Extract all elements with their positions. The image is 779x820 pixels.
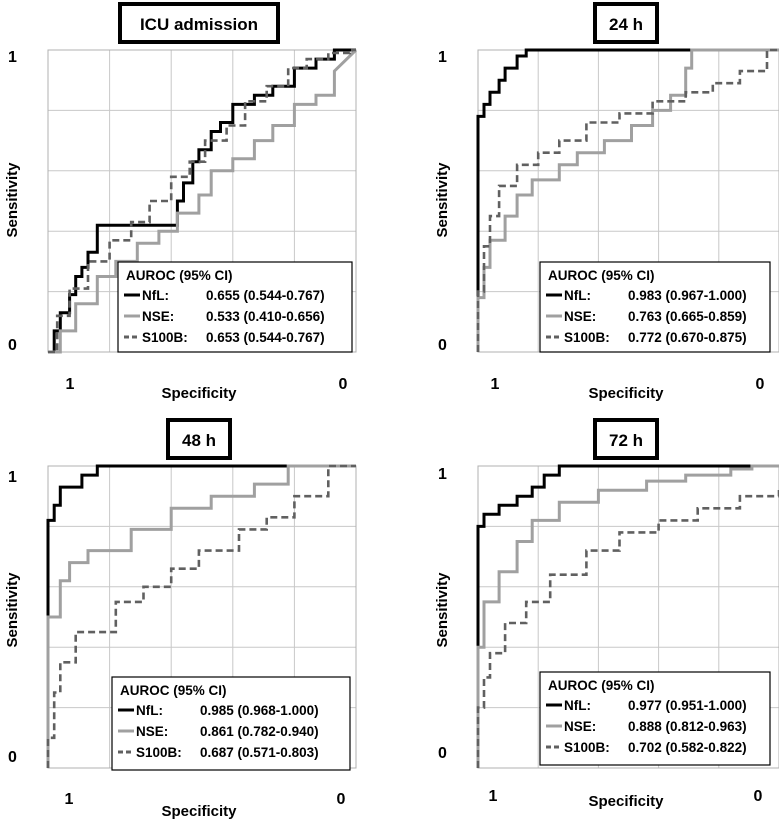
x-axis-label: Specificity xyxy=(161,803,237,820)
legend-frame xyxy=(539,261,771,353)
roc-curve-nfl xyxy=(476,48,779,352)
legend-label-s100b: S100B: xyxy=(142,330,188,345)
x-axis-label: Specificity xyxy=(588,385,664,402)
panel-title: 72 h xyxy=(609,431,643,450)
x-tick-label-0: 0 xyxy=(339,376,348,393)
title-frame xyxy=(118,2,280,44)
x-tick-label-0: 0 xyxy=(756,376,765,393)
x-tick-label-1: 1 xyxy=(66,376,75,393)
y-tick-label-1: 1 xyxy=(438,49,447,66)
legend-box: AUROC (95% CI) NfL: 0.983 (0.967-1.000) NSE… xyxy=(539,261,771,353)
roc-panel-2: 24 h 1 0 1 0 Specificity Sensitivity AUROC (95%… xyxy=(434,2,779,402)
panel-title: 24 h xyxy=(609,15,643,34)
x-tick-label-1: 1 xyxy=(65,791,74,808)
legend-value-s100b: 0.687 (0.571-0.803) xyxy=(200,745,319,760)
title-frame xyxy=(593,418,659,460)
legend-label-s100b: S100B: xyxy=(136,745,182,760)
legend-label-s100b: S100B: xyxy=(564,740,610,755)
legend-box: AUROC (95% CI) NfL: 0.655 (0.544-0.767) NSE… xyxy=(117,261,353,353)
legend-label-nse: NSE: xyxy=(142,309,174,324)
legend-value-nse: 0.533 (0.410-0.656) xyxy=(206,309,325,324)
legend-value-nse: 0.861 (0.782-0.940) xyxy=(200,724,319,739)
roc-curve-nse xyxy=(476,48,779,352)
y-tick-label-0: 0 xyxy=(8,749,17,766)
y-tick-label-1: 1 xyxy=(8,469,17,486)
y-axis-label: Sensitivity xyxy=(434,572,451,648)
roc-curve-s100b xyxy=(48,48,356,354)
roc-curve-nfl xyxy=(46,464,356,768)
x-tick-label-0: 0 xyxy=(754,788,763,805)
legend-label-nse: NSE: xyxy=(564,309,596,324)
legend-frame xyxy=(111,676,351,771)
roc-panel-1: ICU admission 1 0 1 0 Specificity Sensitivity A… xyxy=(4,2,358,402)
legend-title: AUROC (95% CI) xyxy=(548,678,655,693)
legend-value-nfl: 0.985 (0.968-1.000) xyxy=(200,703,319,718)
panel-title-box: 24 h xyxy=(593,2,659,44)
legend-box: AUROC (95% CI) NfL: 0.977 (0.951-1.000) NSE… xyxy=(539,671,771,766)
legend-value-nfl: 0.983 (0.967-1.000) xyxy=(628,288,747,303)
legend-title: AUROC (95% CI) xyxy=(126,268,233,283)
legend-label-nse: NSE: xyxy=(136,724,168,739)
legend-value-nse: 0.763 (0.665-0.859) xyxy=(628,309,747,324)
roc-curve-s100b xyxy=(476,48,779,352)
legend-value-s100b: 0.702 (0.582-0.822) xyxy=(628,740,747,755)
roc-curve-nse xyxy=(48,48,358,354)
legend-label-nfl: NfL: xyxy=(142,288,169,303)
y-tick-label-0: 0 xyxy=(438,745,447,762)
x-tick-label-1: 1 xyxy=(491,376,500,393)
panel-title: ICU admission xyxy=(140,15,258,34)
legend-title: AUROC (95% CI) xyxy=(548,268,655,283)
y-tick-label-0: 0 xyxy=(438,337,447,354)
x-tick-label-0: 0 xyxy=(337,791,346,808)
y-axis-label: Sensitivity xyxy=(4,572,21,648)
roc-curve-nfl xyxy=(476,464,779,768)
panel-title-box: 72 h xyxy=(593,418,659,460)
y-axis-label: Sensitivity xyxy=(4,162,21,238)
title-frame xyxy=(166,418,232,460)
legend-label-nfl: NfL: xyxy=(564,288,591,303)
legend-label-nfl: NfL: xyxy=(136,703,163,718)
legend-value-nse: 0.888 (0.812-0.963) xyxy=(628,719,747,734)
legend-box: AUROC (95% CI) NfL: 0.985 (0.968-1.000) NSE… xyxy=(111,676,351,771)
panel-title: 48 h xyxy=(182,431,216,450)
legend-label-nfl: NfL: xyxy=(564,698,591,713)
panel-title-box: ICU admission xyxy=(118,2,280,44)
title-frame xyxy=(593,2,659,44)
roc-panel-3: 48 h 1 0 1 0 Specificity Sensitivity AUROC (95%… xyxy=(4,418,357,820)
legend-value-s100b: 0.653 (0.544-0.767) xyxy=(206,330,325,345)
legend-frame xyxy=(539,671,771,766)
x-axis-label: Specificity xyxy=(161,385,237,402)
legend-title: AUROC (95% CI) xyxy=(120,683,227,698)
y-tick-label-1: 1 xyxy=(438,466,447,483)
y-axis-label: Sensitivity xyxy=(434,162,451,238)
y-tick-label-1: 1 xyxy=(8,49,17,66)
roc-curve-nse xyxy=(46,464,356,768)
panel-title-box: 48 h xyxy=(166,418,232,460)
roc-curve-s100b xyxy=(476,487,779,768)
legend-value-nfl: 0.655 (0.544-0.767) xyxy=(206,288,325,303)
roc-panel-4: 72 h 1 0 1 0 Specificity Sensitivity AUROC (95%… xyxy=(434,418,779,810)
legend-value-s100b: 0.772 (0.670-0.875) xyxy=(628,330,747,345)
legend-frame xyxy=(117,261,353,353)
legend-value-nfl: 0.977 (0.951-1.000) xyxy=(628,698,747,713)
x-tick-label-1: 1 xyxy=(489,788,498,805)
roc-curve-nse xyxy=(476,464,779,768)
legend-label-nse: NSE: xyxy=(564,719,596,734)
y-tick-label-0: 0 xyxy=(8,337,17,354)
legend-label-s100b: S100B: xyxy=(564,330,610,345)
x-axis-label: Specificity xyxy=(588,793,664,810)
roc-curve-s100b xyxy=(46,464,356,768)
